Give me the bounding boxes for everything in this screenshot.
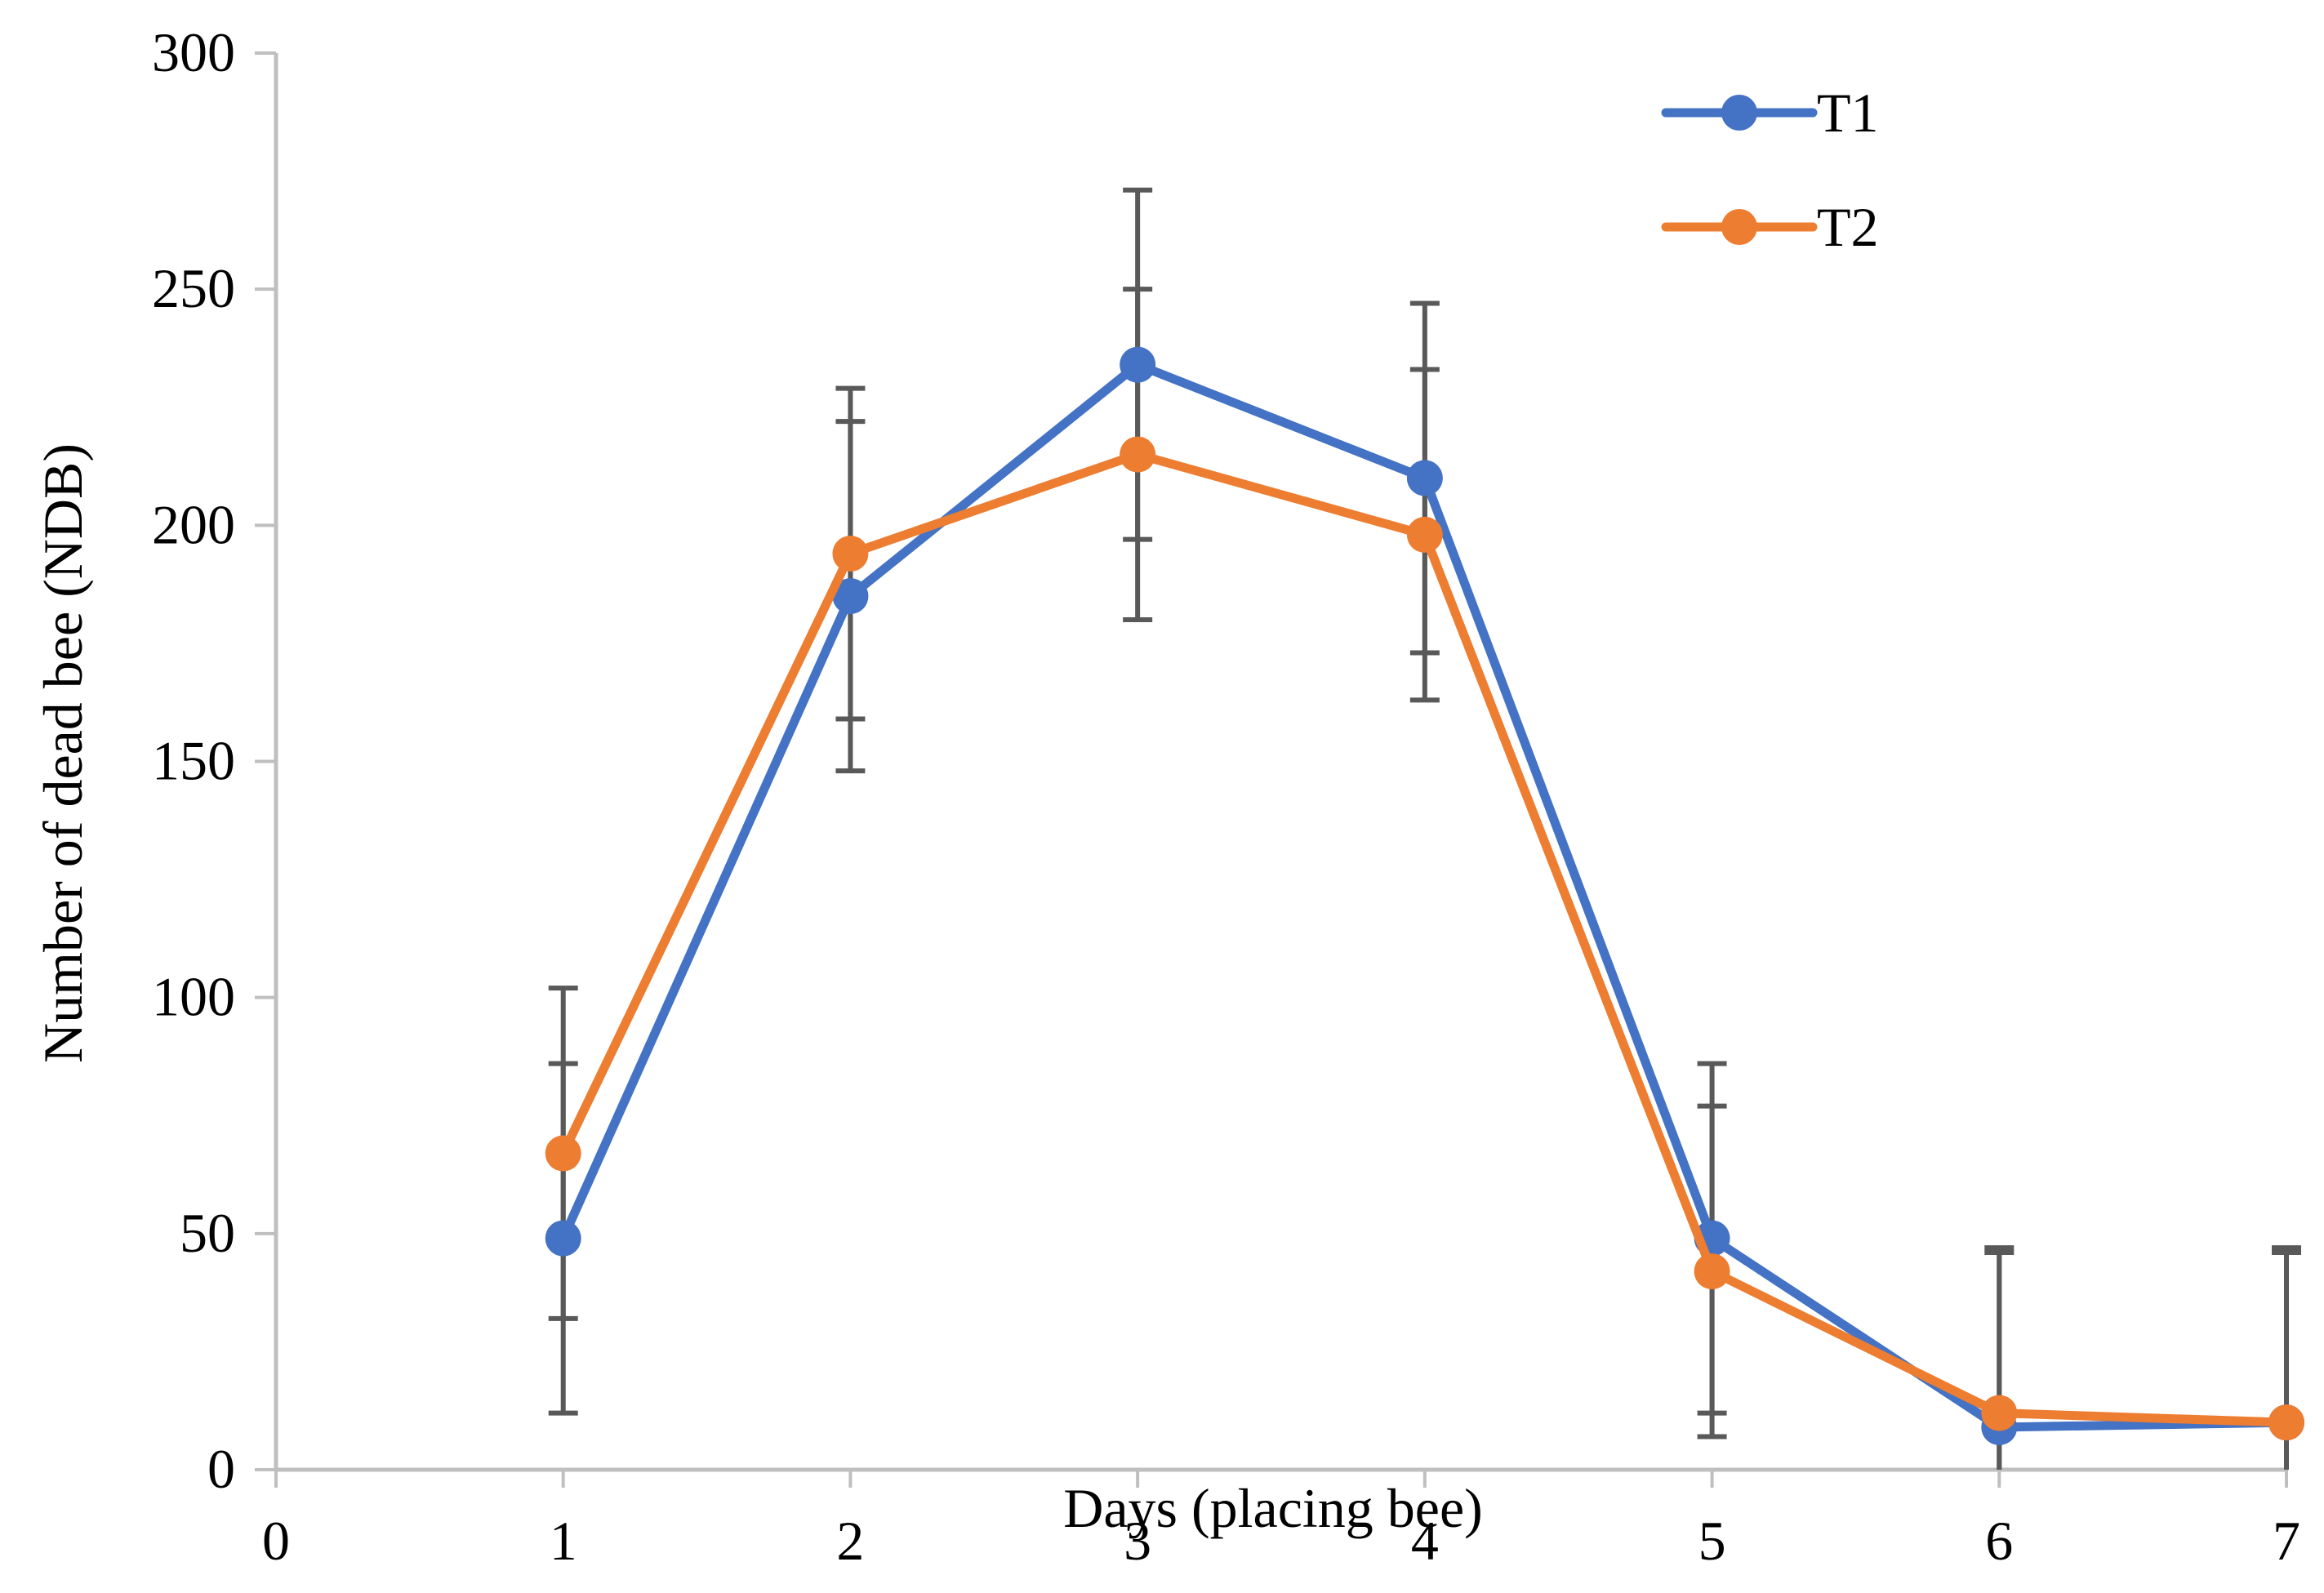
data-point-t1 <box>1120 346 1156 383</box>
series-t2 <box>545 436 2304 1441</box>
x-tick-label: 7 <box>2273 1510 2300 1572</box>
series-group <box>545 346 2304 1445</box>
y-tick-label: 150 <box>152 730 235 792</box>
y-tick-label: 100 <box>152 966 235 1028</box>
x-tick-label: 6 <box>1985 1510 2013 1572</box>
y-tick-label: 250 <box>152 257 235 319</box>
data-point-t2 <box>545 1135 581 1172</box>
data-point-t2 <box>1120 436 1156 473</box>
x-tick-label: 1 <box>550 1510 577 1572</box>
y-axis-title: Number of dead bee (NDB) <box>32 443 94 1063</box>
error-bars <box>548 187 2301 1470</box>
data-point-t1 <box>545 1220 581 1257</box>
y-axis-ticks: 0 50 100 150 200 250 300 <box>152 21 276 1500</box>
legend-entry-t1: T1 <box>1661 82 1879 144</box>
data-point-t2 <box>1694 1253 1730 1290</box>
y-tick-label: 200 <box>152 493 235 555</box>
x-tick-label: 4 <box>1411 1510 1439 1572</box>
x-axis-title: Days (placing bee) <box>1063 1477 1483 1539</box>
x-tick-label: 5 <box>1698 1510 1726 1572</box>
legend-swatch-marker <box>1721 209 1757 245</box>
legend-entry-t2: T2 <box>1661 196 1879 258</box>
x-tick-label: 0 <box>262 1510 290 1572</box>
x-axis-ticks: 0 1 2 3 4 5 6 7 <box>262 1470 2300 1572</box>
y-tick-label: 300 <box>152 21 235 83</box>
x-tick-label: 2 <box>836 1510 864 1572</box>
legend-swatch-marker <box>1721 95 1757 131</box>
data-point-t2 <box>2268 1404 2304 1441</box>
x-tick-label: 3 <box>1124 1510 1151 1572</box>
data-point-t1 <box>1406 460 1443 496</box>
axes: 0 50 100 150 200 250 300 0 1 2 3 4 5 6 7 <box>152 21 2300 1572</box>
data-point-t2 <box>832 536 869 572</box>
data-point-t1 <box>832 578 869 615</box>
data-point-t2 <box>1406 516 1443 553</box>
y-tick-label: 50 <box>180 1202 235 1264</box>
y-tick-label: 0 <box>207 1438 235 1500</box>
legend-label: T2 <box>1817 196 1879 258</box>
legend-label: T1 <box>1817 82 1879 144</box>
data-point-t2 <box>1981 1395 2018 1431</box>
legend: T1 T2 <box>1661 82 1879 258</box>
